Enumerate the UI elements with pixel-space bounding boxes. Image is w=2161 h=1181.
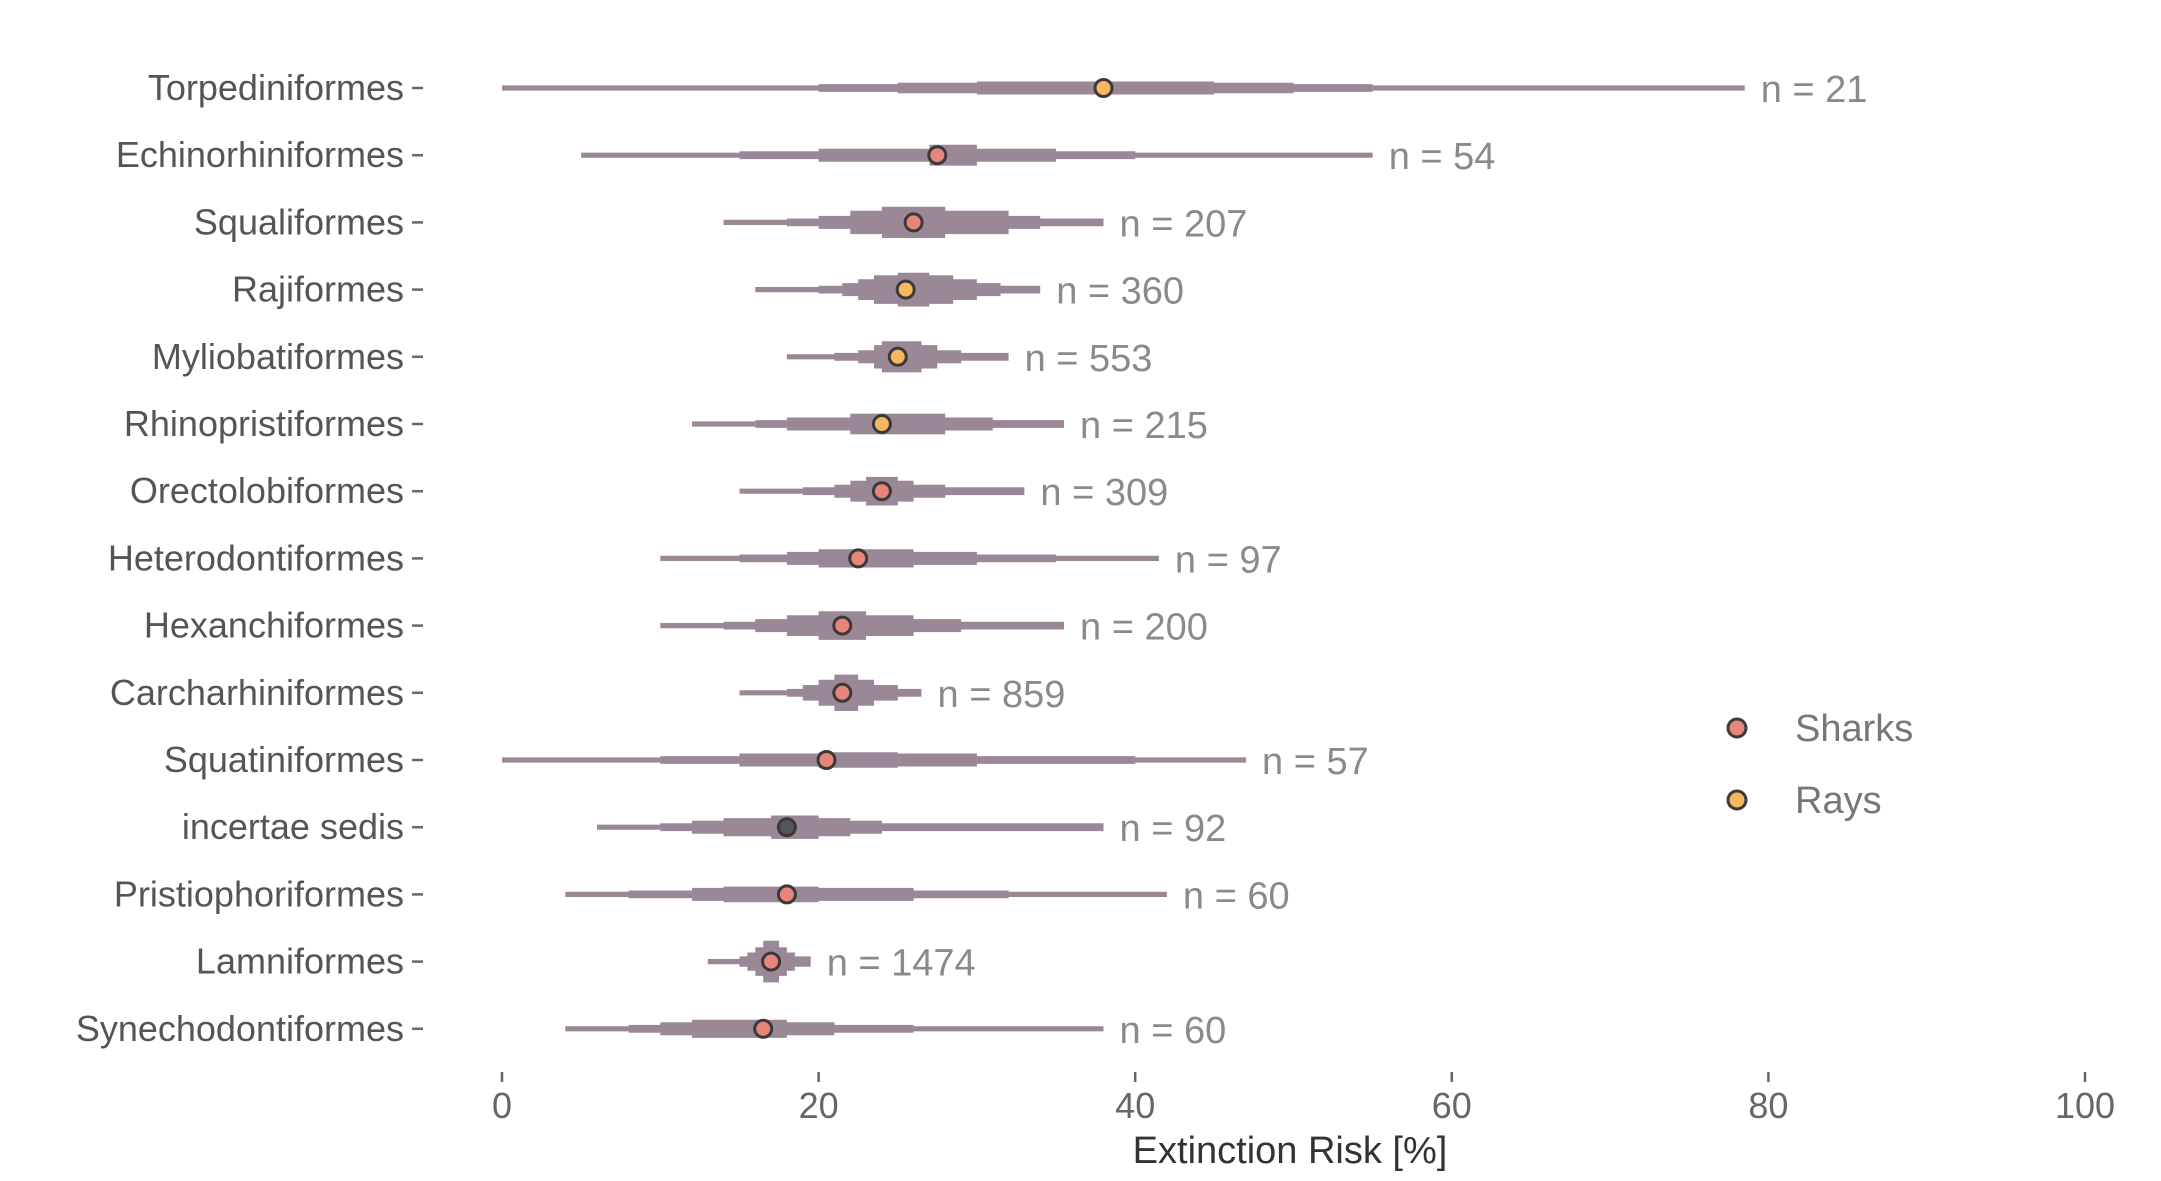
x-axis-title: Extinction Risk [%] bbox=[1133, 1130, 1448, 1172]
sample-size-label: n = 97 bbox=[1175, 539, 1282, 581]
violin-pristiophoriformes bbox=[565, 886, 1167, 903]
legend-key-sharks bbox=[1726, 717, 1748, 739]
median-point bbox=[903, 212, 924, 233]
sample-size-label: n = 360 bbox=[1056, 271, 1184, 313]
sample-size-label: n = 215 bbox=[1080, 405, 1208, 447]
legend-label-sharks: Sharks bbox=[1795, 708, 1913, 750]
sample-size-label: n = 21 bbox=[1761, 69, 1868, 111]
median-point bbox=[832, 615, 853, 636]
x-axis: 0 20 40 60 80 100 bbox=[492, 1072, 2115, 1126]
sample-size-label: n = 200 bbox=[1080, 607, 1208, 649]
category-label: Rajiformes bbox=[232, 269, 404, 310]
x-tick-label: 80 bbox=[1748, 1085, 1788, 1126]
legend-label-rays: Rays bbox=[1795, 780, 1882, 822]
median-point bbox=[1093, 78, 1114, 98]
median-point bbox=[887, 346, 908, 367]
sample-size-label: n = 54 bbox=[1389, 136, 1496, 178]
violin-synechodontiformes bbox=[565, 1019, 1104, 1038]
violin-incertae-sedis bbox=[597, 815, 1104, 839]
sample-size-label: n = 60 bbox=[1120, 1010, 1227, 1052]
median-point bbox=[848, 548, 869, 569]
sample-size-label: n = 207 bbox=[1120, 203, 1248, 245]
category-label: Myliobatiformes bbox=[152, 336, 404, 377]
x-tick-label: 40 bbox=[1115, 1085, 1155, 1126]
category-label: Squatiniformes bbox=[164, 739, 404, 780]
violin-hexanchiformes bbox=[660, 611, 1064, 640]
median-point bbox=[753, 1018, 774, 1039]
median-point bbox=[871, 414, 892, 434]
median-point bbox=[761, 951, 782, 972]
sample-size-label: n = 553 bbox=[1025, 338, 1153, 380]
sample-size-label: n = 1474 bbox=[827, 943, 976, 985]
category-label: Squaliformes bbox=[194, 201, 404, 242]
median-point bbox=[776, 884, 797, 905]
sample-size-labels: n = 21 n = 54 n = 207 n = 360 n = 553 n = 215… bbox=[827, 69, 1868, 1052]
category-label: Pristiophoriformes bbox=[114, 873, 404, 914]
category-label: Synechodontiformes bbox=[76, 1008, 404, 1049]
category-label: Lamniformes bbox=[196, 941, 404, 982]
median-point-layer bbox=[753, 78, 1114, 1039]
x-tick-label: 20 bbox=[799, 1085, 839, 1126]
violin-squatiniformes bbox=[502, 752, 1246, 768]
x-tick-label: 0 bbox=[492, 1085, 512, 1126]
legend-key-rays bbox=[1726, 789, 1748, 811]
violin-heterodontiformes bbox=[660, 549, 1159, 568]
violin-layer bbox=[502, 81, 1745, 1038]
violin-carcharhiniformes bbox=[739, 674, 922, 711]
median-point bbox=[832, 682, 853, 703]
violin-lamniformes bbox=[707, 940, 811, 983]
violin-echinorhiniformes bbox=[581, 144, 1373, 166]
median-point bbox=[927, 145, 948, 166]
x-tick-label: 100 bbox=[2055, 1085, 2115, 1126]
x-tick-label: 60 bbox=[1432, 1085, 1472, 1126]
category-label: incertae sedis bbox=[182, 806, 404, 847]
median-point bbox=[776, 817, 797, 838]
sample-size-label: n = 309 bbox=[1040, 472, 1168, 514]
category-label: Torpediniformes bbox=[148, 67, 404, 108]
category-label: Heterodontiformes bbox=[108, 537, 404, 578]
median-point bbox=[895, 279, 916, 300]
median-point bbox=[816, 750, 837, 770]
median-point bbox=[871, 481, 892, 502]
category-labels: Torpediniformes Echinorhiniformes Squalifo… bbox=[76, 67, 423, 1049]
sample-size-label: n = 859 bbox=[938, 674, 1066, 716]
legend: Sharks Rays bbox=[1726, 708, 1913, 822]
sample-size-label: n = 60 bbox=[1183, 875, 1290, 917]
category-label: Carcharhiniformes bbox=[110, 672, 404, 713]
category-label: Orectolobiformes bbox=[130, 470, 404, 511]
violin-torpediniformes bbox=[502, 81, 1745, 95]
sample-size-label: n = 57 bbox=[1262, 741, 1369, 783]
sample-size-label: n = 92 bbox=[1120, 808, 1227, 850]
category-label: Rhinopristiformes bbox=[124, 403, 404, 444]
category-label: Echinorhiniformes bbox=[116, 134, 404, 175]
category-label: Hexanchiformes bbox=[144, 605, 404, 646]
